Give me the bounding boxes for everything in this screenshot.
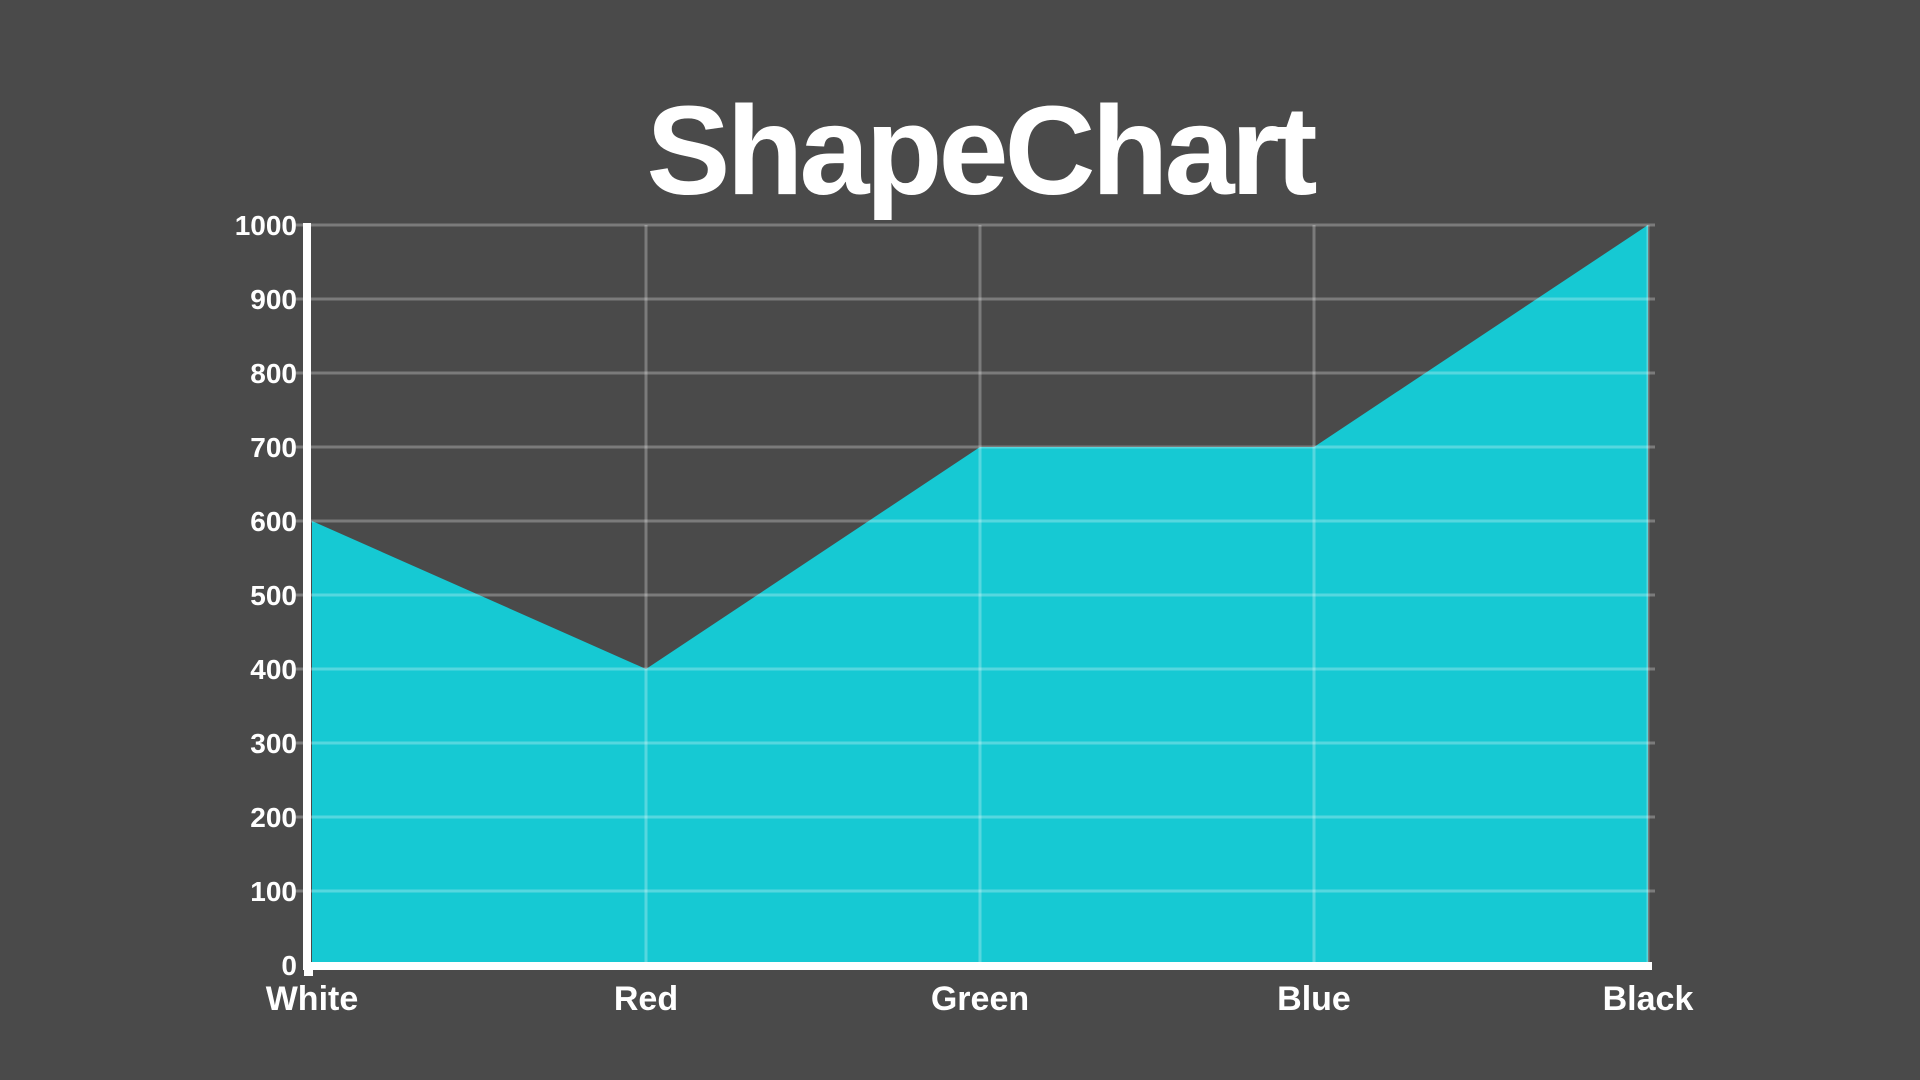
gridlines [293, 223, 1655, 963]
y-tick-label: 0 [281, 950, 297, 981]
x-category-labels: White Red Green Blue Black [266, 980, 1694, 1018]
y-tick-label: 400 [250, 654, 297, 685]
x-category-label: Black [1603, 980, 1694, 1018]
origin-tick [304, 970, 313, 976]
x-category-label: Blue [1277, 980, 1351, 1018]
y-tick-label: 100 [250, 876, 297, 907]
y-tick-label: 200 [250, 802, 297, 833]
y-tick-label: 500 [250, 580, 297, 611]
y-tick-label: 300 [250, 728, 297, 759]
chart-title: ShapeChart [646, 80, 1316, 221]
x-category-label: White [266, 980, 359, 1018]
y-tick-label: 800 [250, 358, 297, 389]
y-tick-labels: 0 100 200 300 400 500 600 700 800 900 1000 [235, 210, 297, 981]
y-tick-label: 900 [250, 284, 297, 315]
x-category-label: Red [614, 980, 678, 1018]
y-tick-label: 1000 [235, 210, 297, 241]
x-category-label: Green [931, 980, 1029, 1018]
y-tick-label: 600 [250, 506, 297, 537]
area-series [312, 225, 1648, 965]
y-tick-label: 700 [250, 432, 297, 463]
y-axis-line [303, 223, 311, 970]
x-axis-line [303, 962, 1652, 970]
